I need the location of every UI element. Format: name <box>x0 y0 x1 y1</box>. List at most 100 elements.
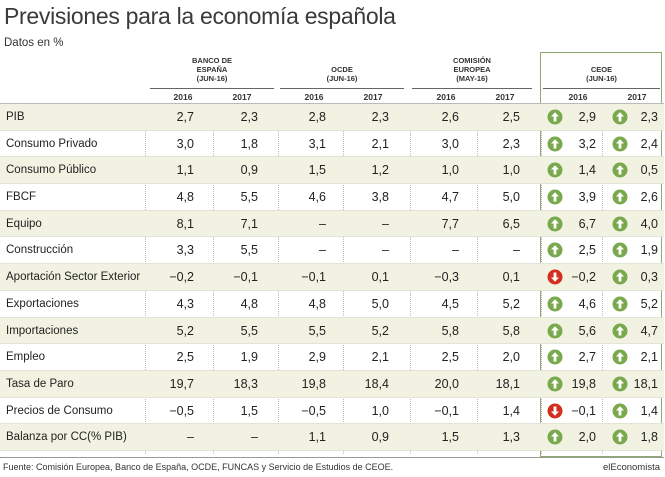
arrow-up-icon <box>612 136 628 152</box>
table-row: Exportaciones 4,3 4,8 4,8 5,0 4,5 5,2 4,6 5,2 <box>0 291 664 318</box>
cell-value: 1,8 <box>240 136 258 151</box>
cell-value: 8,1 <box>176 216 194 231</box>
cell-value: 1,1 <box>176 163 194 178</box>
arrow-up-icon <box>612 403 628 419</box>
cell-value: 1,1 <box>308 430 326 445</box>
cell-value: 3,0 <box>176 136 194 151</box>
group-header-line: BANCO DE <box>191 56 232 65</box>
cell-value: 2,3 <box>240 110 258 124</box>
cell-value: 20,0 <box>434 376 459 391</box>
arrow-up-icon <box>547 136 563 152</box>
cell-value: 4,0 <box>640 216 658 231</box>
cell-value: 0,9 <box>240 163 258 178</box>
cell-value: 2,0 <box>502 350 520 365</box>
cell-value: −0,2 <box>571 270 596 285</box>
cell-value: 5,5 <box>240 243 258 258</box>
cell-value: 1,4 <box>640 403 658 418</box>
group-header-line: EUROPEA <box>453 65 491 74</box>
year-header: 2017 <box>363 92 383 102</box>
cell-value: 2,5 <box>441 350 459 365</box>
cell-value: 2,3 <box>640 110 658 124</box>
data-table: PIB 2,7 2,3 2,8 2,3 2,6 2,5 2,9 2,3 Consumo Priva… <box>0 104 664 451</box>
cell-value: 1,2 <box>371 163 389 178</box>
cell-value: 19,7 <box>169 376 194 391</box>
footer-divider <box>0 457 664 458</box>
cell-value: 4,6 <box>578 296 596 311</box>
arrow-up-icon <box>612 269 628 285</box>
arrow-up-icon <box>612 323 628 338</box>
group-header: CEOE (JUN-16) <box>543 55 660 83</box>
arrow-up-icon <box>612 216 628 232</box>
cell-value: 4,7 <box>441 190 459 205</box>
arrow-up-icon <box>612 109 628 125</box>
row-label: Balanza por CC(% PIB) <box>6 431 127 444</box>
year-header: 2016 <box>568 92 588 102</box>
row-label: Equipo <box>6 217 42 230</box>
cell-value: – <box>319 243 326 258</box>
table-row: Consumo Público 1,1 0,9 1,5 1,2 1,0 1,0 1,4 0,5 <box>0 157 664 185</box>
cell-value: 0,1 <box>502 270 520 285</box>
cell-value: 5,2 <box>371 323 389 338</box>
table-row: Empleo 2,5 1,9 2,9 2,1 2,5 2,0 2,7 2,1 <box>0 344 664 371</box>
cell-value: 1,9 <box>640 243 658 258</box>
cell-value: 5,8 <box>441 323 459 338</box>
cell-value: 0,9 <box>371 430 389 445</box>
arrow-up-icon <box>612 429 628 445</box>
group-underline <box>150 88 274 89</box>
row-label: Tasa de Paro <box>6 377 74 390</box>
cell-value: 2,1 <box>371 136 389 151</box>
cell-value: 3,8 <box>371 190 389 205</box>
cell-value: 2,9 <box>578 110 596 124</box>
cell-value: 18,1 <box>633 376 658 391</box>
cell-value: 18,4 <box>364 376 389 391</box>
table-row: Precios de Consumo −0,5 1,5 −0,5 1,0 −0,1 1,4 −… <box>0 398 664 425</box>
cell-value: – <box>319 216 326 231</box>
cell-value: 2,6 <box>640 190 658 205</box>
row-label: Empleo <box>6 351 45 364</box>
group-header-line: OCDE <box>331 65 353 74</box>
year-header: 2017 <box>495 92 515 102</box>
group-header-line: ESPAÑA <box>196 65 228 74</box>
cell-value: 6,7 <box>578 216 596 231</box>
arrow-up-icon <box>547 376 563 392</box>
cell-value: 1,4 <box>502 403 520 418</box>
cell-value: 19,8 <box>301 376 326 391</box>
group-underline <box>412 88 532 89</box>
cell-value: −0,1 <box>233 270 258 285</box>
year-header: 2016 <box>436 92 456 102</box>
source-note: Fuente: Comisión Europea, Banco de Españ… <box>3 462 394 472</box>
row-label: Precios de Consumo <box>6 404 113 417</box>
cell-value: 2,1 <box>640 350 658 365</box>
cell-value: 1,8 <box>640 430 658 445</box>
table-row: Tasa de Paro 19,7 18,3 19,8 18,4 20,0 18,1 19,8… <box>0 370 664 398</box>
cell-value: 0,3 <box>640 270 658 285</box>
arrow-up-icon <box>612 162 628 178</box>
cell-value: 7,1 <box>240 216 258 231</box>
arrow-down-icon <box>547 403 563 419</box>
cell-value: 5,6 <box>578 323 596 338</box>
cell-value: 5,0 <box>371 296 389 311</box>
cell-value: 5,8 <box>502 323 520 338</box>
cell-value: 5,2 <box>176 323 194 338</box>
cell-value: 5,5 <box>240 190 258 205</box>
cell-value: 2,9 <box>308 350 326 365</box>
cell-value: 1,0 <box>371 403 389 418</box>
cell-value: 3,9 <box>578 190 596 205</box>
cell-value: 7,7 <box>441 216 459 231</box>
cell-value: 1,0 <box>441 163 459 178</box>
cell-value: 4,8 <box>240 296 258 311</box>
cell-value: −0,3 <box>434 270 459 285</box>
cell-value: 1,5 <box>308 163 326 178</box>
cell-value: 2,5 <box>578 243 596 258</box>
row-label: PIB <box>6 111 25 123</box>
cell-value: −0,2 <box>169 270 194 285</box>
cell-value: 1,5 <box>240 403 258 418</box>
arrow-up-icon <box>612 349 628 365</box>
group-underline <box>280 88 404 89</box>
group-header-line: (JUN-16) <box>196 74 228 83</box>
cell-value: 6,5 <box>502 216 520 231</box>
cell-value: 5,2 <box>640 296 658 311</box>
row-label: Exportaciones <box>6 297 79 310</box>
brand-logo: elEconomista <box>602 462 660 473</box>
arrow-up-icon <box>547 429 563 445</box>
